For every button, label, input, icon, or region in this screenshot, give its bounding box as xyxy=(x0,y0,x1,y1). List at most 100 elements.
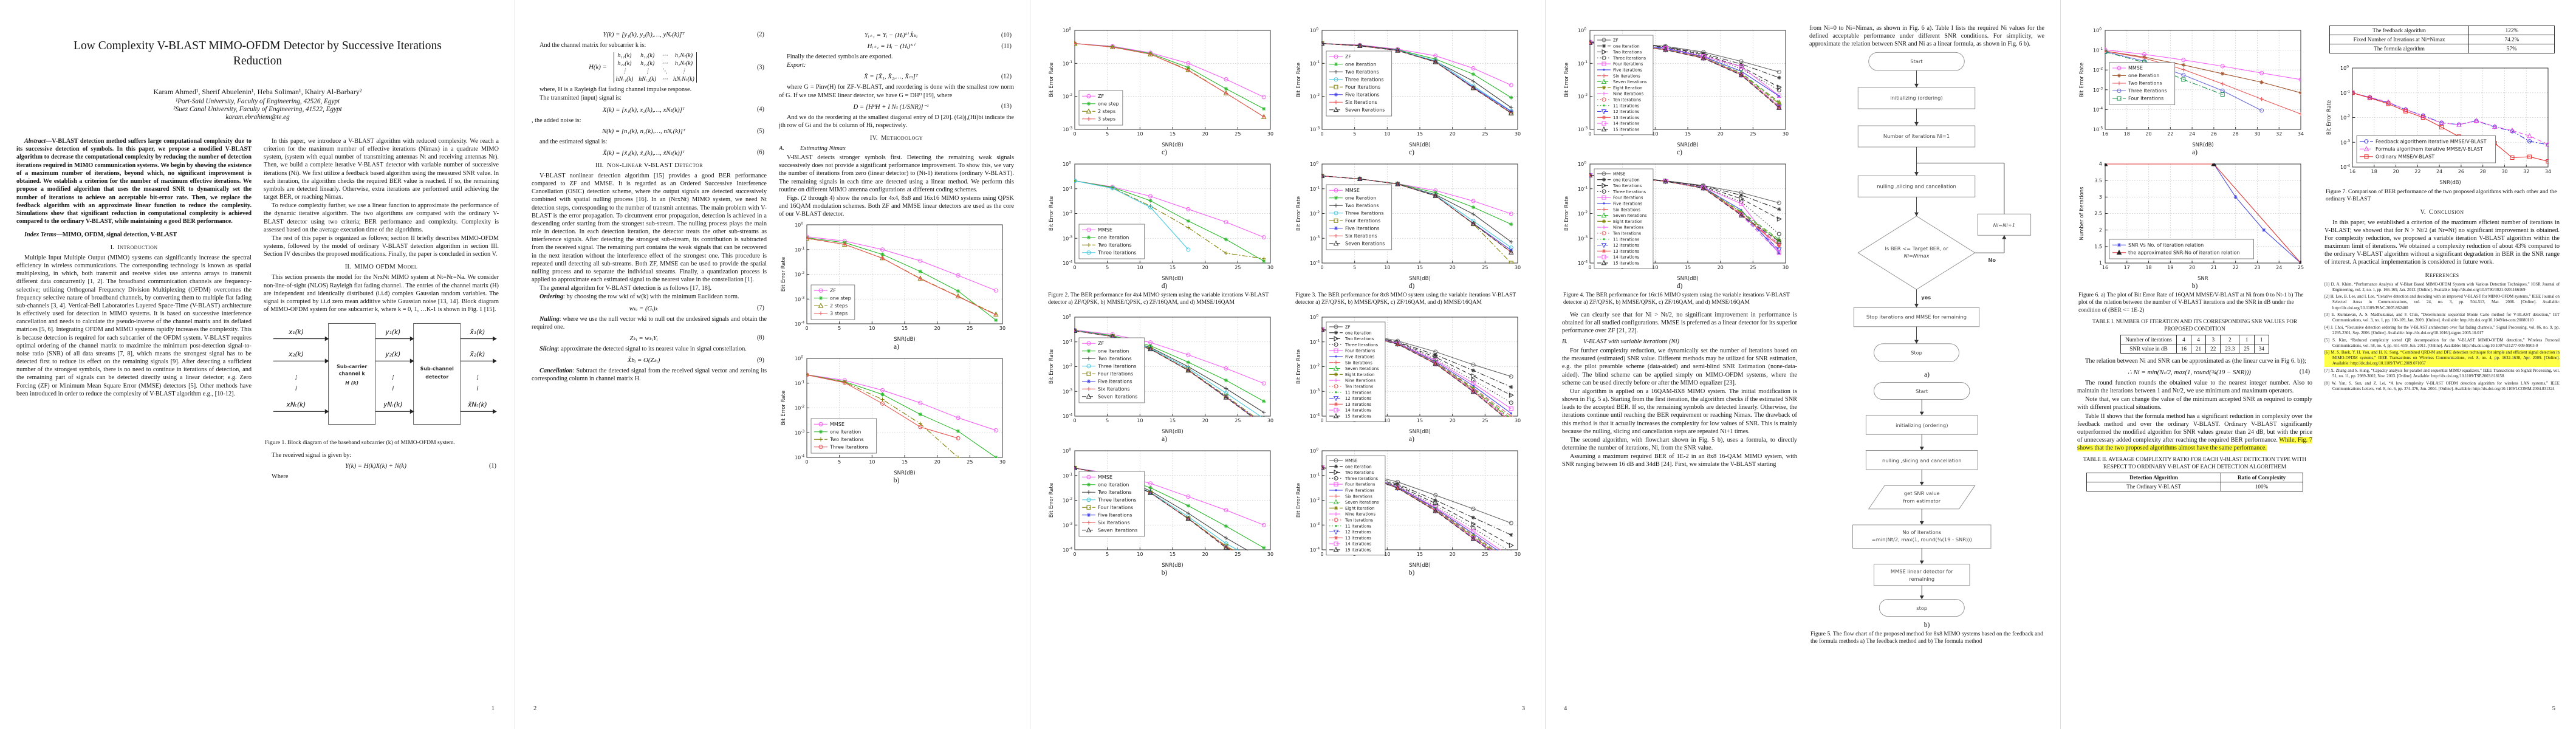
svg-text:25: 25 xyxy=(1482,552,1488,557)
svg-text:12 Iterations: 12 Iterations xyxy=(1345,530,1372,535)
figure5-caption: Figure 5. The flow chart of the proposed… xyxy=(1810,630,2043,645)
page1-left-column: Abstract—V-BLAST detection method suffer… xyxy=(16,137,252,481)
paragraph: from Ni=0 to Ni=Nimax, as shown in Fig. … xyxy=(1809,25,2044,48)
svg-text:Four Iterations: Four Iterations xyxy=(1098,371,1133,376)
svg-text:SNR(dB): SNR(dB) xyxy=(894,470,916,476)
svg-text:1: 1 xyxy=(2099,261,2102,266)
svg-text:Seven Iterations: Seven Iterations xyxy=(1613,213,1647,218)
svg-text:Ni=Nimax: Ni=Nimax xyxy=(1903,253,1929,259)
svg-text:100: 100 xyxy=(795,222,803,228)
svg-text:ZF: ZF xyxy=(1098,94,1104,99)
svg-text:10-4: 10-4 xyxy=(2340,164,2350,171)
svg-text:MMSE: MMSE xyxy=(1098,227,1112,233)
paper-title: Low Complexity V-BLAST MIMO-OFDM Detecto… xyxy=(74,39,442,67)
svg-text:SNR(dB): SNR(dB) xyxy=(1677,276,1699,282)
svg-text:15: 15 xyxy=(1417,418,1423,423)
figure5b-flowchart: Start initializing (ordering) nulling ,s… xyxy=(1852,382,1991,617)
paragraph: The round function rounds the obtained v… xyxy=(2077,379,2312,395)
paragraph: And the channel matrix for subcarrier k … xyxy=(540,42,646,49)
svg-text:30: 30 xyxy=(1267,552,1273,557)
svg-text:2: 2 xyxy=(2099,227,2102,233)
table2-caption: TABLE II. AVERAGE COMPLEXITY RATIO FOR E… xyxy=(2083,456,2306,470)
svg-text:3 steps: 3 steps xyxy=(1098,116,1115,122)
svg-text:18: 18 xyxy=(2124,131,2130,137)
svg-text:24: 24 xyxy=(2276,265,2282,270)
svg-text:10-4: 10-4 xyxy=(1063,412,1072,419)
svg-text:⁞: ⁞ xyxy=(392,385,394,392)
reference-entry: [4] J. Choi, “Recursive detection orderi… xyxy=(2324,325,2560,335)
svg-text:Two Iterations: Two Iterations xyxy=(1345,203,1379,208)
svg-text:12 Iterations: 12 Iterations xyxy=(1613,109,1640,114)
fig4b-ber-chart: 05101520253010010-110-210-310-4SNR(dB)Bi… xyxy=(1294,445,1524,569)
references-heading: References xyxy=(2425,271,2459,279)
svg-text:100: 100 xyxy=(2093,27,2102,34)
page-5: 16 18 20 22 24 26 28 30 32 34 100 10-1 10-2 10-3 10-4 1… xyxy=(2061,0,2576,729)
svg-text:10-4: 10-4 xyxy=(2093,106,2103,113)
svg-text:x̃₁(k): x̃₁(k) xyxy=(469,328,485,336)
svg-text:10-1: 10-1 xyxy=(1063,60,1072,67)
svg-text:MMSE: MMSE xyxy=(1098,474,1112,479)
svg-text:MMSE: MMSE xyxy=(830,422,844,427)
svg-text:ZF: ZF xyxy=(1613,38,1619,43)
svg-text:nulling ,slicing and cancellat: nulling ,slicing and cancellation xyxy=(1882,457,1961,463)
svg-text:Bit Error Rate: Bit Error Rate xyxy=(781,391,787,425)
svg-text:22: 22 xyxy=(2233,265,2239,270)
sublabel-b: b) xyxy=(1923,621,1930,629)
svg-text:24: 24 xyxy=(2189,131,2195,137)
reference-entry: [8] W. Yan, S. Sun, and Z. Lei, “A low c… xyxy=(2324,381,2560,391)
svg-text:5: 5 xyxy=(1106,131,1109,137)
svg-text:24: 24 xyxy=(2436,169,2442,174)
sublabel-b: b) xyxy=(893,477,900,485)
svg-text:Start: Start xyxy=(1910,58,1923,64)
svg-text:Seven Iterations: Seven Iterations xyxy=(1345,366,1379,371)
svg-text:10: 10 xyxy=(1137,552,1143,557)
svg-text:SNR: SNR xyxy=(2197,276,2208,282)
svg-text:0: 0 xyxy=(1320,265,1323,270)
page-number: 3 xyxy=(1521,705,1525,712)
affiliation-2: ²Suez Canal University, Faculty of Engin… xyxy=(173,105,342,113)
svg-text:3: 3 xyxy=(2099,194,2102,200)
svg-text:Three Iterations: Three Iterations xyxy=(1612,56,1646,61)
table1-caption: TABLE I. NUMBER OF ITERATION AND ITS COR… xyxy=(2092,318,2298,332)
svg-text:100: 100 xyxy=(1063,161,1071,168)
svg-text:10-3: 10-3 xyxy=(1063,521,1072,528)
svg-text:ZF: ZF xyxy=(830,288,836,293)
svg-text:Three Iterations: Three Iterations xyxy=(1097,250,1137,255)
table2-part2: The feedback algorithm 122% Fixed Number … xyxy=(2329,26,2555,53)
svg-text:10-3: 10-3 xyxy=(1063,126,1072,133)
svg-text:Ten Iterations: Ten Iterations xyxy=(1612,98,1641,103)
svg-text:one step: one step xyxy=(830,296,851,301)
svg-text:10-1: 10-1 xyxy=(795,380,804,387)
svg-text:30: 30 xyxy=(1783,131,1789,137)
svg-text:10-1: 10-1 xyxy=(1578,185,1588,192)
svg-text:10: 10 xyxy=(1137,265,1143,270)
svg-text:18: 18 xyxy=(2145,265,2151,270)
equation-7: wₖᵢ = (Gᵢ)ₖ (7) xyxy=(629,304,764,312)
svg-text:one Iteration: one Iteration xyxy=(830,430,861,435)
svg-text:15: 15 xyxy=(1170,265,1176,270)
svg-text:Two Iterations: Two Iterations xyxy=(1097,355,1132,361)
svg-text:Six Iterations: Six Iterations xyxy=(1613,74,1640,78)
svg-text:Four Iterations: Four Iterations xyxy=(1613,62,1643,67)
page5-left-column: 16 18 20 22 24 26 28 30 32 34 100 10-1 10-2 10-3 10-4 1… xyxy=(2077,24,2312,495)
svg-text:5: 5 xyxy=(1353,131,1356,137)
svg-text:22: 22 xyxy=(2167,131,2173,137)
svg-text:Three Iterations: Three Iterations xyxy=(1097,363,1137,369)
fig6b-iterations-chart: 16 17 18 19 20 21 22 23 24 25 1 1.5 2 2.5 3 3.5 4 SNR Numb… xyxy=(2077,158,2307,282)
svg-text:⁞: ⁞ xyxy=(476,374,479,382)
svg-text:MMSE: MMSE xyxy=(1345,188,1360,193)
svg-text:Two Iterations: Two Iterations xyxy=(1097,489,1132,495)
sublabel-a: a) xyxy=(1924,371,1930,378)
sublabel-d: d) xyxy=(1161,282,1168,290)
svg-text:15: 15 xyxy=(1417,265,1423,270)
svg-text:x̃Nₜ(k): x̃Nₜ(k) xyxy=(467,401,487,409)
page5-right-column: The feedback algorithm 122% Fixed Number … xyxy=(2324,24,2560,495)
paragraph: To reduce complexity further, we use a l… xyxy=(264,202,499,233)
svg-text:Two Iterations: Two Iterations xyxy=(1612,183,1642,188)
fig3d-ber-chart: 0 5 10 15 20 25 30 100 10-1 10-2 10-3 10-4 SNR(dB) Bi… xyxy=(1294,158,1524,282)
svg-text:10-2: 10-2 xyxy=(2340,114,2350,121)
where-line: Where xyxy=(272,473,289,480)
svg-text:100: 100 xyxy=(795,355,803,362)
svg-text:x₁(k): x₁(k) xyxy=(288,328,304,336)
